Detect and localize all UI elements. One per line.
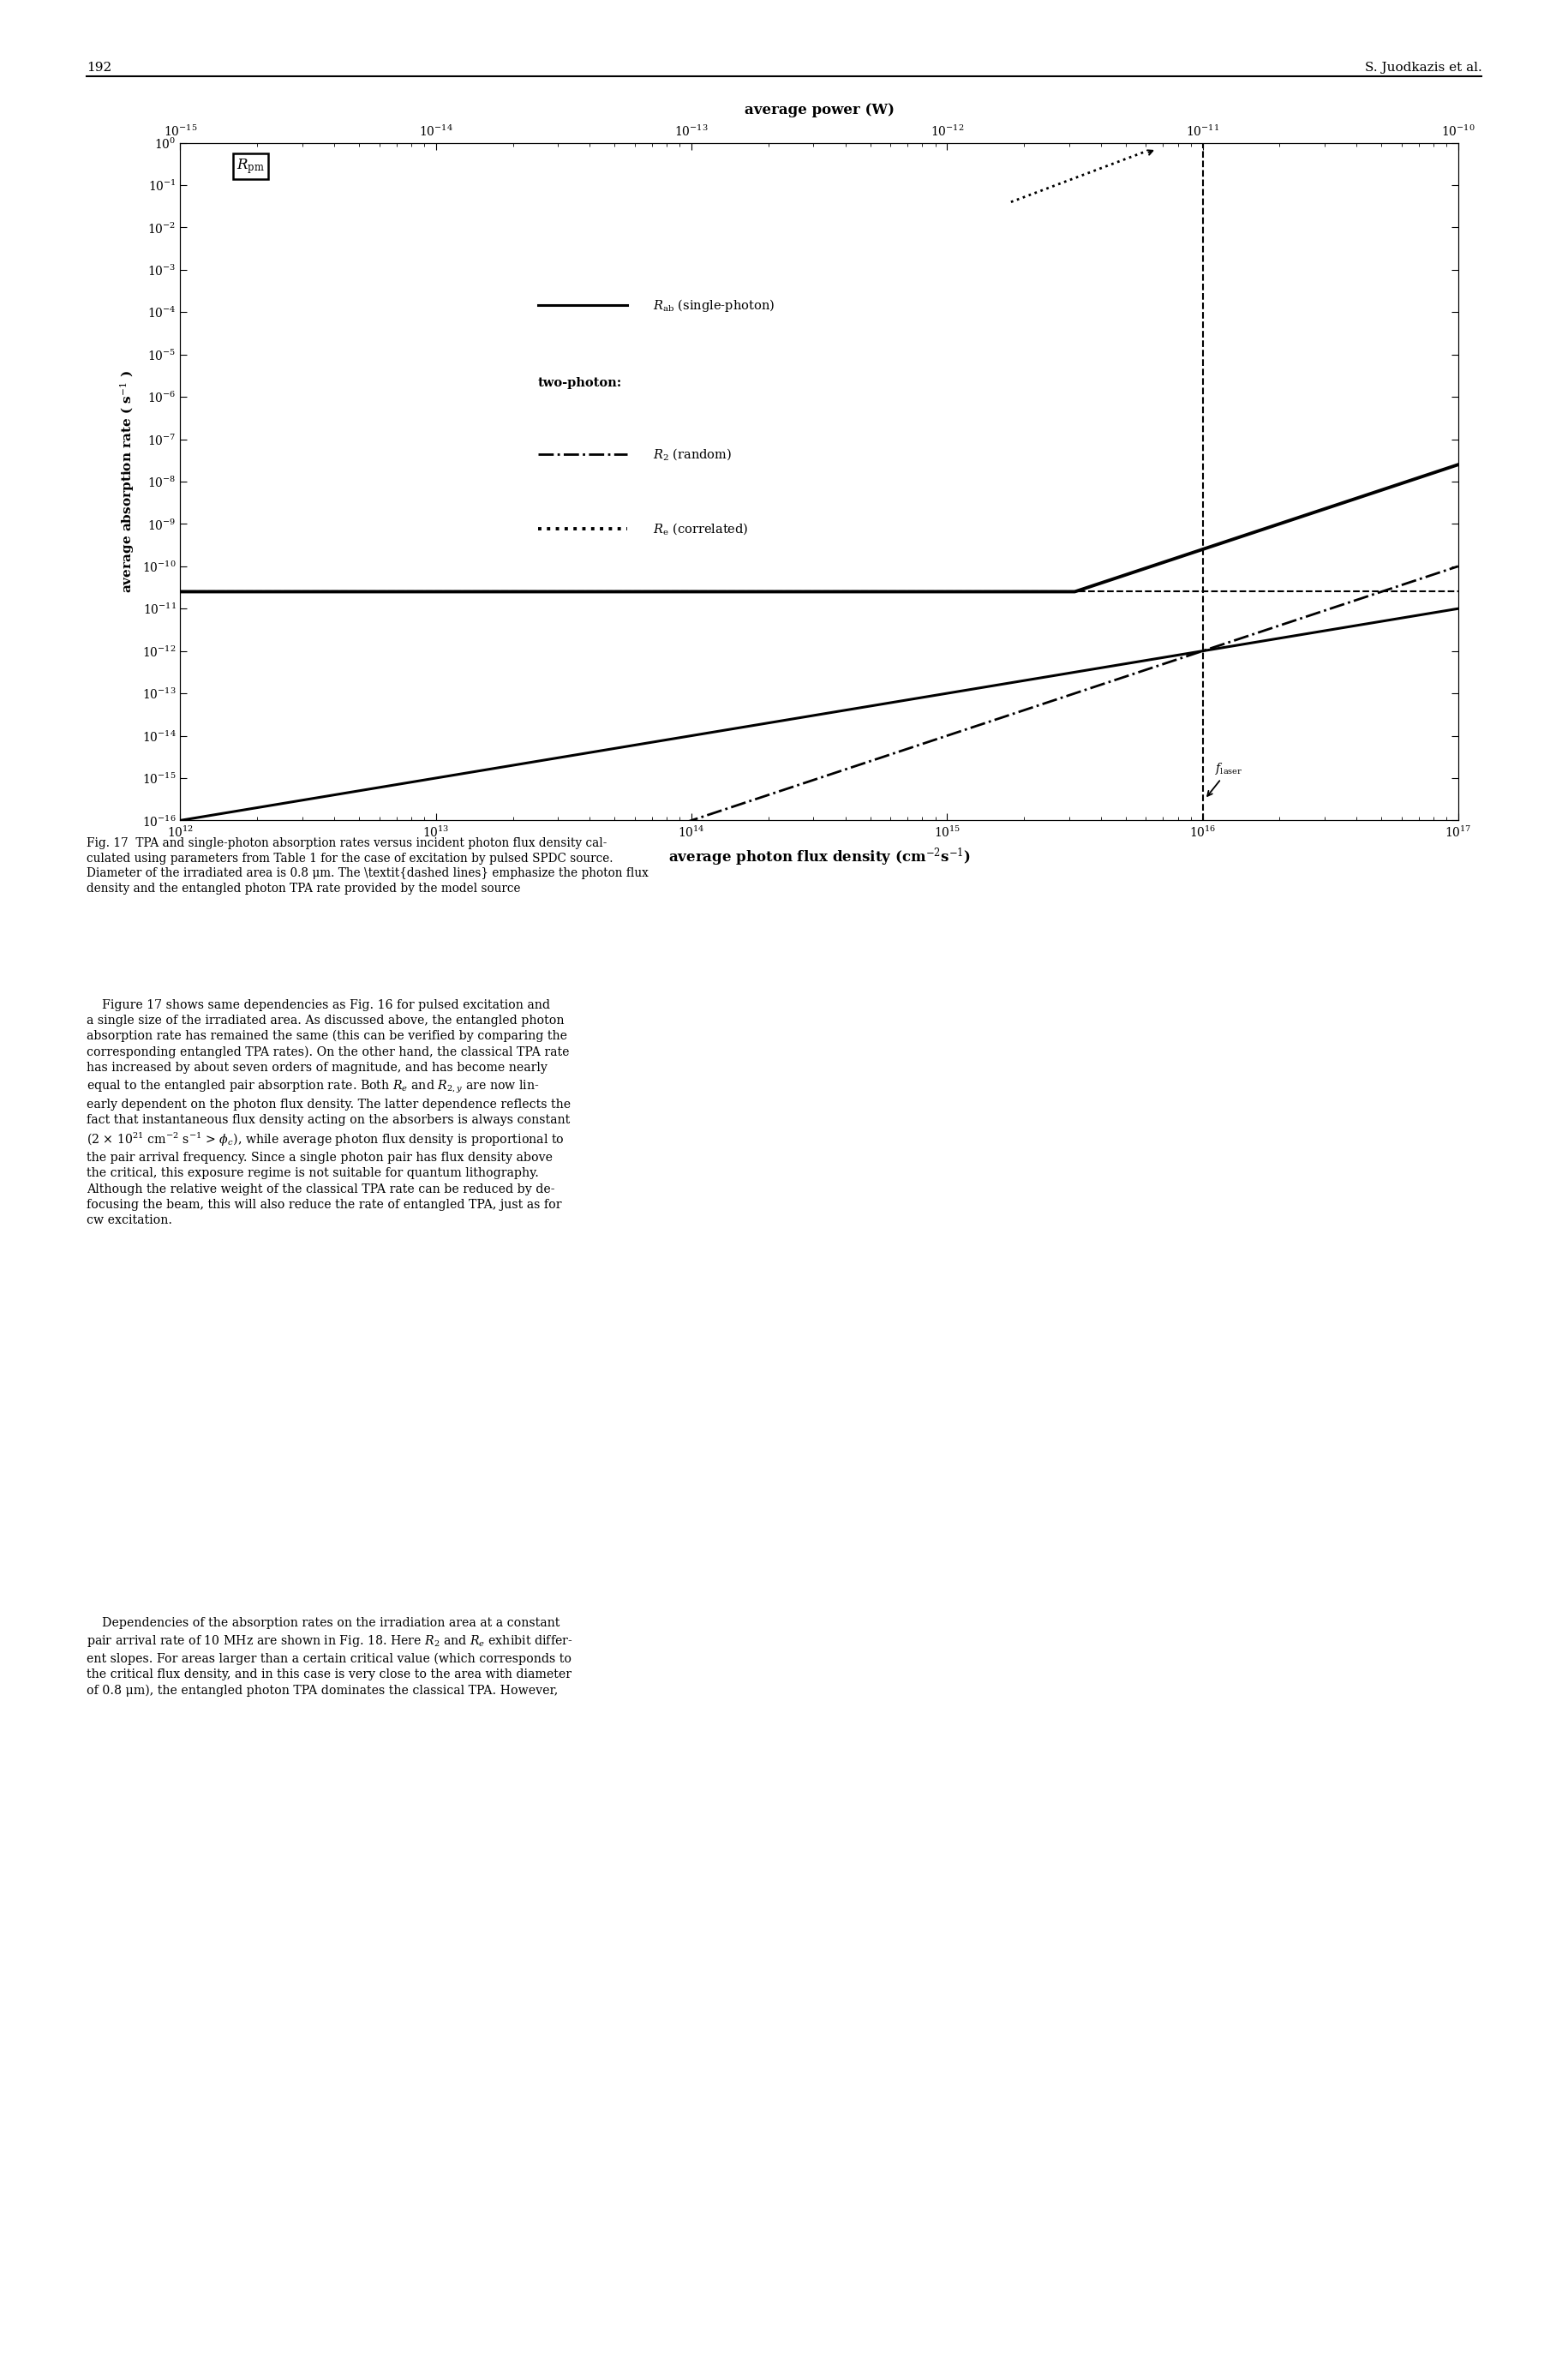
Text: $f_{\mathrm{laser}}$: $f_{\mathrm{laser}}$ xyxy=(1207,761,1243,797)
Text: $R_{\mathrm{ab}}$ (single-photon): $R_{\mathrm{ab}}$ (single-photon) xyxy=(654,297,775,314)
Text: $R_{\mathrm{2}}$ (random): $R_{\mathrm{2}}$ (random) xyxy=(654,447,732,461)
Text: two-photon:: two-photon: xyxy=(538,378,622,390)
Text: 192: 192 xyxy=(86,62,111,74)
Text: Dependencies of the absorption rates on the irradiation area at a constant
pair : Dependencies of the absorption rates on … xyxy=(86,1617,572,1696)
Text: Fig. 17  TPA and single-photon absorption rates versus incident photon flux dens: Fig. 17 TPA and single-photon absorption… xyxy=(86,837,648,894)
Text: $R_{\mathrm{pm}}$: $R_{\mathrm{pm}}$ xyxy=(237,157,265,176)
Text: S. Juodkazis et al.: S. Juodkazis et al. xyxy=(1364,62,1482,74)
Text: Figure 17 shows same dependencies as Fig. 16 for pulsed excitation and
a single : Figure 17 shows same dependencies as Fig… xyxy=(86,999,571,1227)
Y-axis label: average absorption rate ( s$^{-1}$ ): average absorption rate ( s$^{-1}$ ) xyxy=(118,371,136,592)
Text: $R_{\mathrm{e}}$ (correlated): $R_{\mathrm{e}}$ (correlated) xyxy=(654,521,750,537)
X-axis label: average power (W): average power (W) xyxy=(745,102,894,117)
X-axis label: average photon flux density (cm$^{-2}$s$^{-1}$): average photon flux density (cm$^{-2}$s$… xyxy=(668,847,971,868)
